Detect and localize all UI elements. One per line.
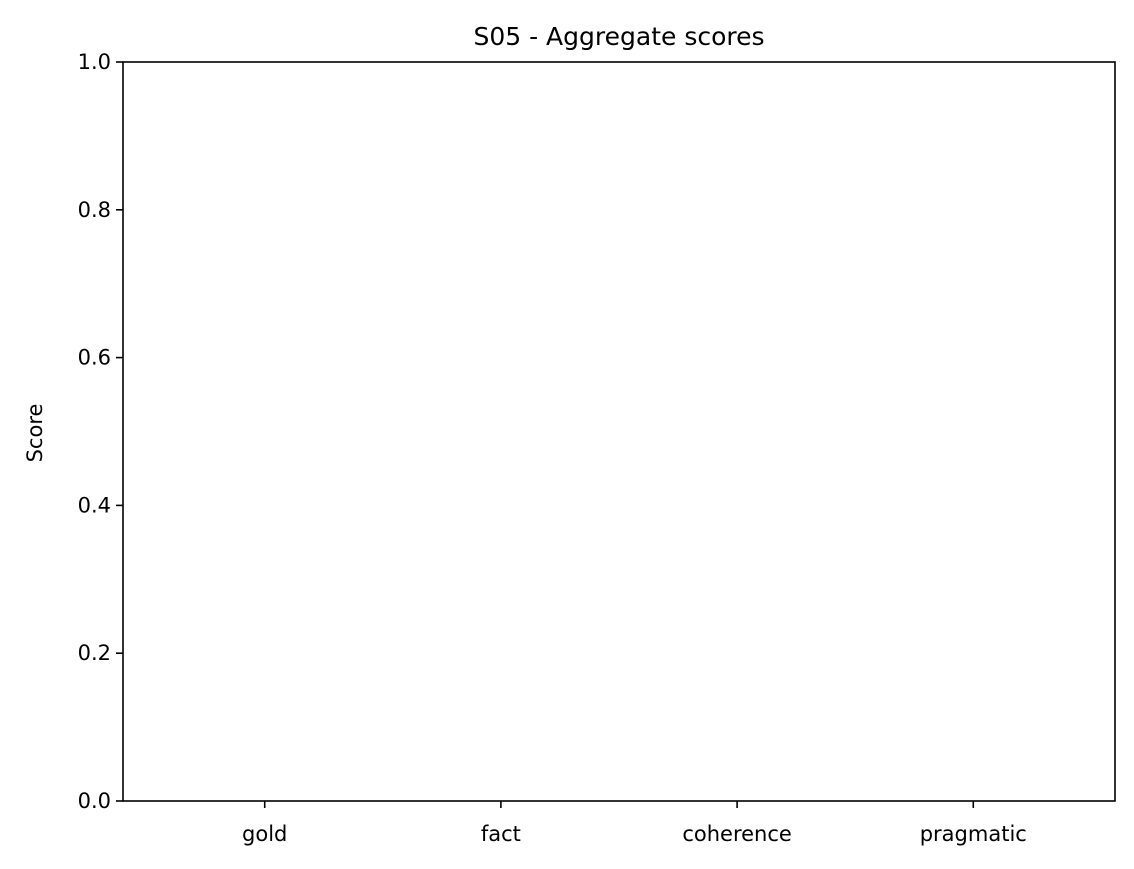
y-tick-label: 0.6 <box>78 346 111 370</box>
x-tick-label: fact <box>481 822 521 846</box>
y-axis-label: Score <box>23 404 47 463</box>
chart-title: S05 - Aggregate scores <box>473 22 764 51</box>
x-tick-label: gold <box>242 822 287 846</box>
y-ticks-layer: 0.0 0.2 0.4 0.6 0.8 1.0 <box>78 50 123 813</box>
y-tick-label: 0.8 <box>78 198 111 222</box>
x-tick-label: coherence <box>682 822 792 846</box>
plot-area-frame <box>122 61 1116 802</box>
y-tick-label: 0.4 <box>78 493 111 517</box>
x-ticks-layer: gold fact coherence pragmatic <box>242 801 1027 846</box>
y-tick-label: 0.0 <box>78 789 111 813</box>
y-tick-label: 0.2 <box>78 641 111 665</box>
x-tick-label: pragmatic <box>920 822 1027 846</box>
y-tick-label: 1.0 <box>78 50 111 74</box>
